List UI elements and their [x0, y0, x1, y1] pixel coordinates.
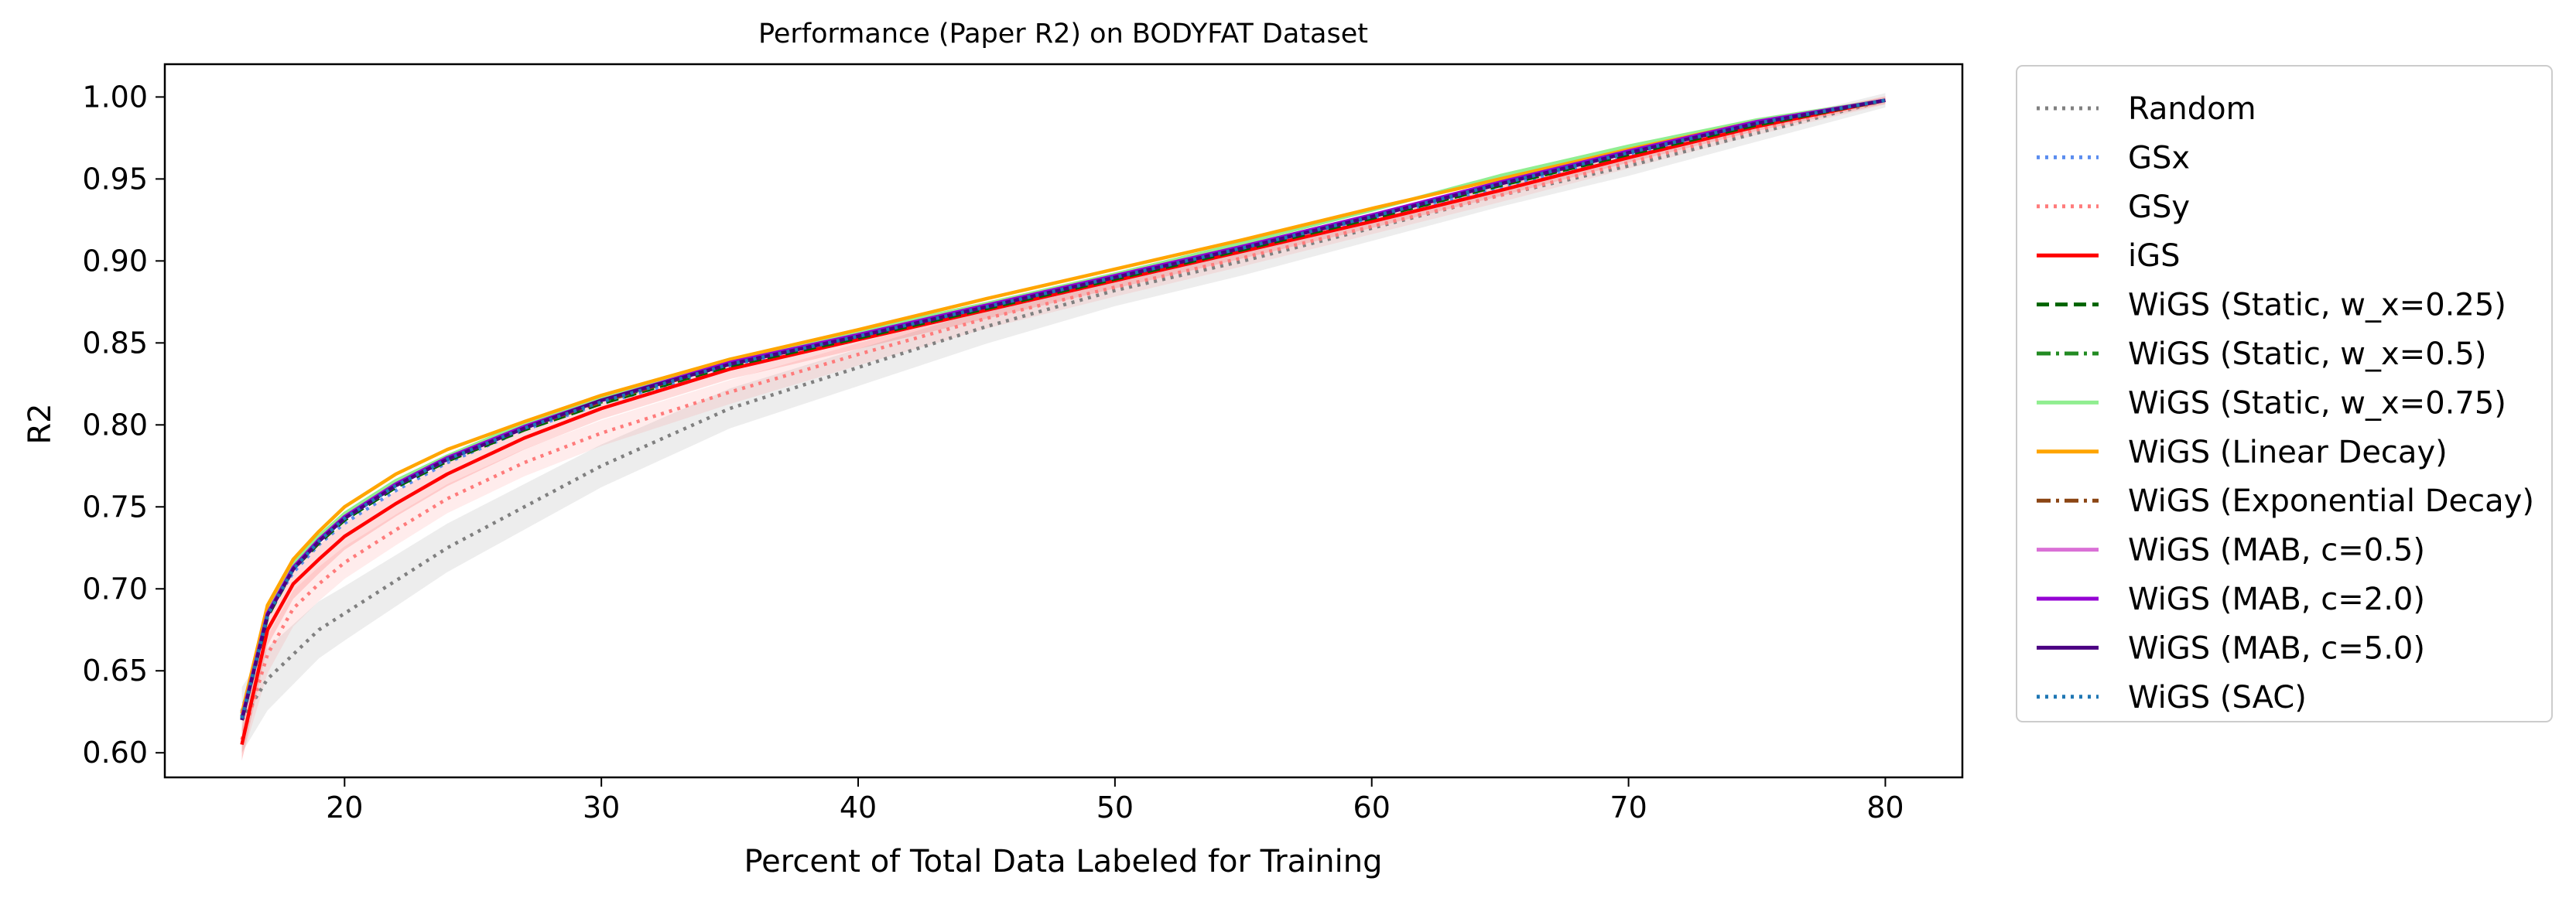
x-tick-label: 50 [1096, 791, 1134, 825]
legend-item: WiGS (Exponential Decay) [2037, 483, 2534, 519]
y-tick-label: 0.65 [82, 654, 148, 688]
series-line-random [240, 98, 1886, 722]
y-tick-label: 1.00 [82, 80, 148, 114]
legend-label: GSx [2128, 140, 2190, 176]
legend-item: Random [2037, 91, 2256, 127]
legend-label: WiGS (Linear Decay) [2128, 435, 2448, 470]
confidence-bands [241, 93, 1886, 761]
legend-item: GSx [2037, 140, 2190, 176]
x-tick-label: 30 [583, 791, 620, 825]
legend-label: WiGS (Static, w_x=0.25) [2128, 288, 2506, 323]
legend-label: WiGS (SAC) [2128, 680, 2307, 715]
x-tick-label: 20 [326, 791, 363, 825]
y-tick-label: 0.60 [82, 736, 148, 770]
legend-label: iGS [2128, 238, 2181, 274]
chart-title: Performance (Paper R2) on BODYFAT Datase… [758, 19, 1368, 50]
series-line-igs [240, 98, 1886, 746]
legend-item: WiGS (Linear Decay) [2037, 435, 2448, 470]
y-tick-label: 0.75 [82, 490, 148, 524]
series-line-wigs-sac [240, 98, 1886, 719]
legend-item: WiGS (SAC) [2037, 680, 2307, 715]
x-tick-label: 60 [1353, 791, 1391, 825]
plot-area-frame [163, 63, 1964, 779]
x-axis-label: Percent of Total Data Labeled for Traini… [744, 844, 1382, 879]
y-axis-ticks: 0.60 0.65 0.70 0.75 0.80 0.85 0.90 0.95 1.00 [82, 80, 165, 770]
legend-items: Random GSx GSy iGS WiGS (Static, w_x=0.25) Wi… [2037, 91, 2534, 715]
y-axis-label: R2 [22, 403, 58, 444]
legend-label: WiGS (MAB, c=0.5) [2128, 533, 2425, 569]
legend-item: WiGS (MAB, c=2.0) [2037, 582, 2425, 617]
band-igs [241, 97, 1886, 761]
y-tick-label: 0.80 [82, 408, 148, 442]
legend-item: WiGS (Static, w_x=0.25) [2037, 288, 2506, 323]
legend-label: WiGS (MAB, c=2.0) [2128, 582, 2425, 617]
x-tick-label: 40 [840, 791, 877, 825]
legend-item: WiGS (Static, w_x=0.75) [2037, 385, 2506, 421]
legend-item: WiGS (MAB, c=0.5) [2037, 533, 2425, 569]
legend-label: WiGS (Exponential Decay) [2128, 483, 2534, 519]
legend-label: WiGS (Static, w_x=0.5) [2128, 336, 2486, 372]
series-lines [240, 98, 1886, 746]
legend-label: WiGS (Static, w_x=0.75) [2128, 385, 2506, 421]
x-tick-label: 80 [1866, 791, 1904, 825]
legend-item: WiGS (MAB, c=5.0) [2037, 630, 2425, 666]
legend-item: WiGS (Static, w_x=0.5) [2037, 336, 2486, 372]
y-tick-label: 0.85 [82, 326, 148, 360]
legend-item: GSy [2037, 190, 2190, 225]
y-tick-label: 0.90 [82, 244, 148, 278]
legend-label: WiGS (MAB, c=5.0) [2128, 630, 2425, 666]
y-tick-label: 0.95 [82, 162, 148, 196]
legend-frame [2016, 65, 2553, 722]
legend: Random GSx GSy iGS WiGS (Static, w_x=0.25) Wi… [2016, 65, 2553, 722]
y-tick-label: 0.70 [82, 572, 148, 606]
legend-label: Random [2128, 91, 2256, 127]
legend-label: GSy [2128, 190, 2190, 225]
x-tick-label: 70 [1610, 791, 1647, 825]
series-line-wigs-linear-decay [240, 98, 1886, 714]
legend-item: iGS [2037, 238, 2181, 274]
x-axis-ticks: 20 30 40 50 60 70 80 [326, 777, 1904, 825]
